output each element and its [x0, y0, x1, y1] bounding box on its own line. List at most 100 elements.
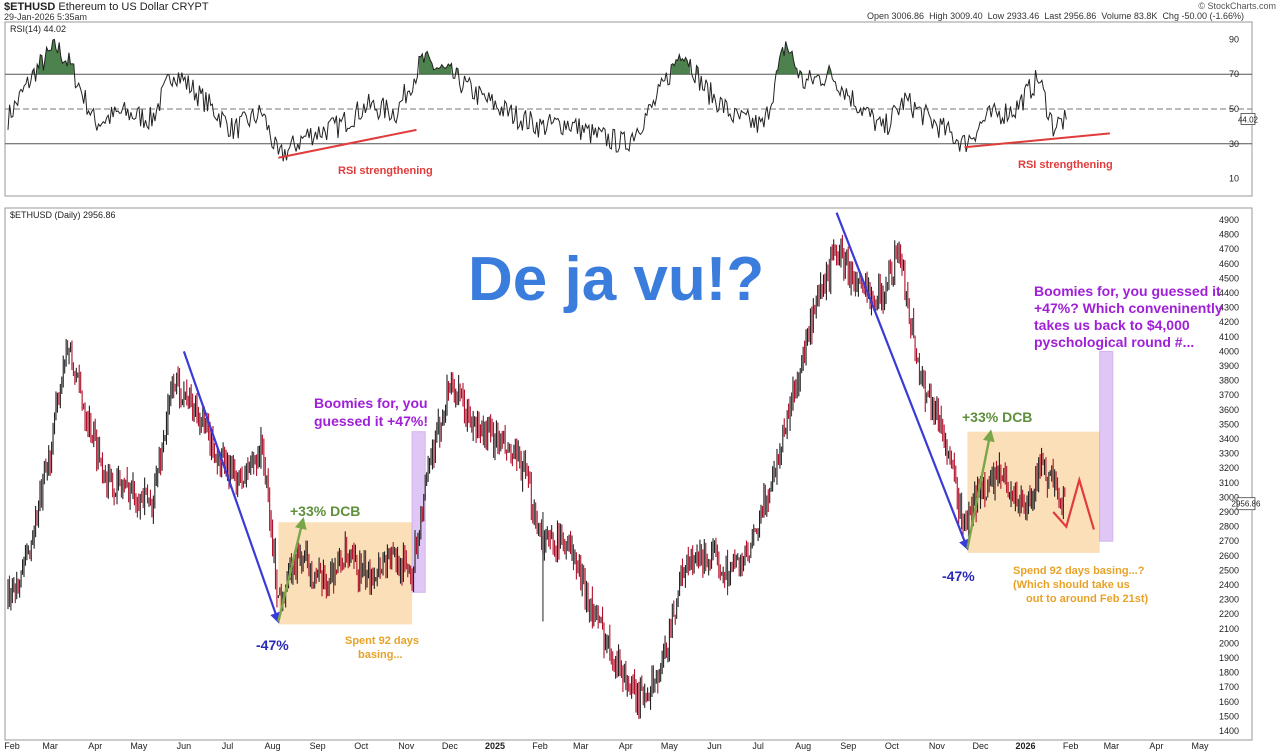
x-tick-label: Jul — [222, 741, 234, 751]
basing-label: out to around Feb 21st) — [1026, 593, 1149, 605]
drop-label: -47% — [942, 568, 975, 584]
x-tick-label: Apr — [88, 741, 102, 751]
price-tick-label: 3500 — [1219, 419, 1239, 429]
x-tick-label: Nov — [929, 741, 946, 751]
boom-label: Boomies for, you guessed it — [1034, 283, 1221, 299]
decline-arrow — [835, 212, 970, 551]
price-tick-label: 3300 — [1219, 449, 1239, 459]
x-tick-label: May — [1191, 741, 1209, 751]
brand-mark: © StockCharts.com — [1198, 1, 1276, 11]
basing-label: Spend 92 days basing...? — [1013, 565, 1145, 577]
symbol-title: $ETHUSD Ethereum to US Dollar CRYPT — [4, 1, 209, 13]
rsi-overbought-fill — [671, 54, 691, 75]
x-tick-label: May — [130, 741, 148, 751]
last-value: 2956.86 — [1063, 11, 1097, 21]
price-tick-label: 1400 — [1219, 726, 1239, 736]
boom-label: +47%? Which conveninently — [1034, 300, 1223, 316]
price-tick-label: 3200 — [1219, 463, 1239, 473]
rsi-overbought-fill — [776, 41, 797, 75]
x-tick-label: Aug — [795, 741, 811, 751]
rsi-panel-title: RSI(14) 44.02 — [10, 24, 67, 34]
change-value: -50.00 (-1.66%) — [1181, 11, 1244, 21]
rsi-tick-label: 10 — [1229, 174, 1239, 184]
price-tick-label: 4700 — [1219, 244, 1239, 254]
x-tick-label: 2026 — [1016, 741, 1036, 751]
price-tick-label: 2300 — [1219, 595, 1239, 605]
x-tick-label: Feb — [1063, 741, 1079, 751]
dcb-arrow — [277, 516, 307, 622]
x-tick-label: Apr — [1149, 741, 1163, 751]
x-tick-label: Sep — [310, 741, 326, 751]
price-tick-label: 3600 — [1219, 405, 1239, 415]
rsi-trend-line — [278, 128, 417, 159]
high-value: 3009.40 — [950, 11, 983, 21]
timestamp: 29-Jan-2026 5:35am — [4, 12, 88, 22]
x-tick-label: Dec — [972, 741, 989, 751]
price-tick-label: 1500 — [1219, 711, 1239, 721]
price-tick-label: 1600 — [1219, 697, 1239, 707]
symbol: $ETHUSD — [4, 1, 56, 13]
price-tick-label: 4100 — [1219, 332, 1239, 342]
projection-zigzag — [1052, 475, 1095, 530]
x-tick-label: Oct — [354, 741, 369, 751]
open-value: 3006.86 — [891, 11, 925, 21]
price-tick-label: 2600 — [1219, 551, 1239, 561]
volume-value: 83.8K — [1133, 11, 1158, 21]
price-tick-label: 1900 — [1219, 653, 1239, 663]
x-tick-label: Mar — [42, 741, 58, 751]
price-tick-label: 2100 — [1219, 624, 1239, 634]
x-tick-label: May — [661, 741, 679, 751]
boom-label: guessed it +47%! — [314, 413, 428, 429]
price-tick-label: 3800 — [1219, 376, 1239, 386]
price-tick-label: 2500 — [1219, 565, 1239, 575]
rsi-line — [7, 38, 1067, 162]
rsi-strength-label: RSI strengthening — [338, 165, 433, 177]
x-tick-label: Apr — [619, 741, 633, 751]
price-tick-label: 4600 — [1219, 259, 1239, 269]
rsi-trend-line — [964, 132, 1110, 149]
price-tick-label: 4000 — [1219, 346, 1239, 356]
dcb-label: +33% DCB — [290, 503, 360, 519]
price-tick-label: 2700 — [1219, 536, 1239, 546]
rsi-last-value: 44.02 — [1238, 115, 1259, 124]
price-tick-label: 1800 — [1219, 668, 1239, 678]
price-tick-label: 3900 — [1219, 361, 1239, 371]
x-tick-label: Dec — [442, 741, 459, 751]
price-tick-label: 4400 — [1219, 288, 1239, 298]
drop-label: -47% — [256, 637, 289, 653]
basing-label: Spent 92 days — [345, 635, 419, 647]
rsi-tick-label: 70 — [1229, 69, 1239, 79]
price-tick-label: 3700 — [1219, 390, 1239, 400]
x-tick-label: Aug — [265, 741, 281, 751]
last-price-box — [1236, 497, 1256, 511]
rsi-tick-label: 90 — [1229, 34, 1239, 44]
decline-arrow — [182, 351, 281, 624]
low-value: 2933.46 — [1006, 11, 1040, 21]
rsi-strength-label: RSI strengthening — [1018, 159, 1113, 171]
price-tick-label: 4500 — [1219, 273, 1239, 283]
boom-label: pyschological round #... — [1034, 334, 1194, 350]
price-tick-label: 2800 — [1219, 522, 1239, 532]
basing-label: (Which should take us — [1013, 579, 1130, 591]
price-tick-label: 2400 — [1219, 580, 1239, 590]
x-tick-label: Jul — [752, 741, 764, 751]
boom-label: takes us back to $4,000 — [1034, 317, 1190, 333]
ohlc-readout: Open 3006.86 High 3009.40 Low 2933.46 La… — [866, 11, 1244, 21]
price-tick-label: 4300 — [1219, 303, 1239, 313]
price-tick-label: 2900 — [1219, 507, 1239, 517]
headline: De ja vu!? — [468, 245, 764, 314]
x-tick-label: Mar — [1104, 741, 1120, 751]
price-tick-label: 3400 — [1219, 434, 1239, 444]
price-tick-label: 2200 — [1219, 609, 1239, 619]
price-panel-title: $ETHUSD (Daily) 2956.86 — [10, 210, 116, 220]
boom-label: Boomies for, you — [314, 395, 428, 411]
rsi-last-box — [1240, 113, 1256, 125]
dcb-arrow — [966, 429, 995, 549]
x-tick-label: Sep — [840, 741, 856, 751]
rsi-tick-label: 50 — [1229, 104, 1239, 114]
dcb-label: +33% DCB — [962, 409, 1032, 425]
price-tick-label: 1700 — [1219, 682, 1239, 692]
target-bar — [1099, 350, 1114, 542]
x-tick-label: Nov — [398, 741, 415, 751]
